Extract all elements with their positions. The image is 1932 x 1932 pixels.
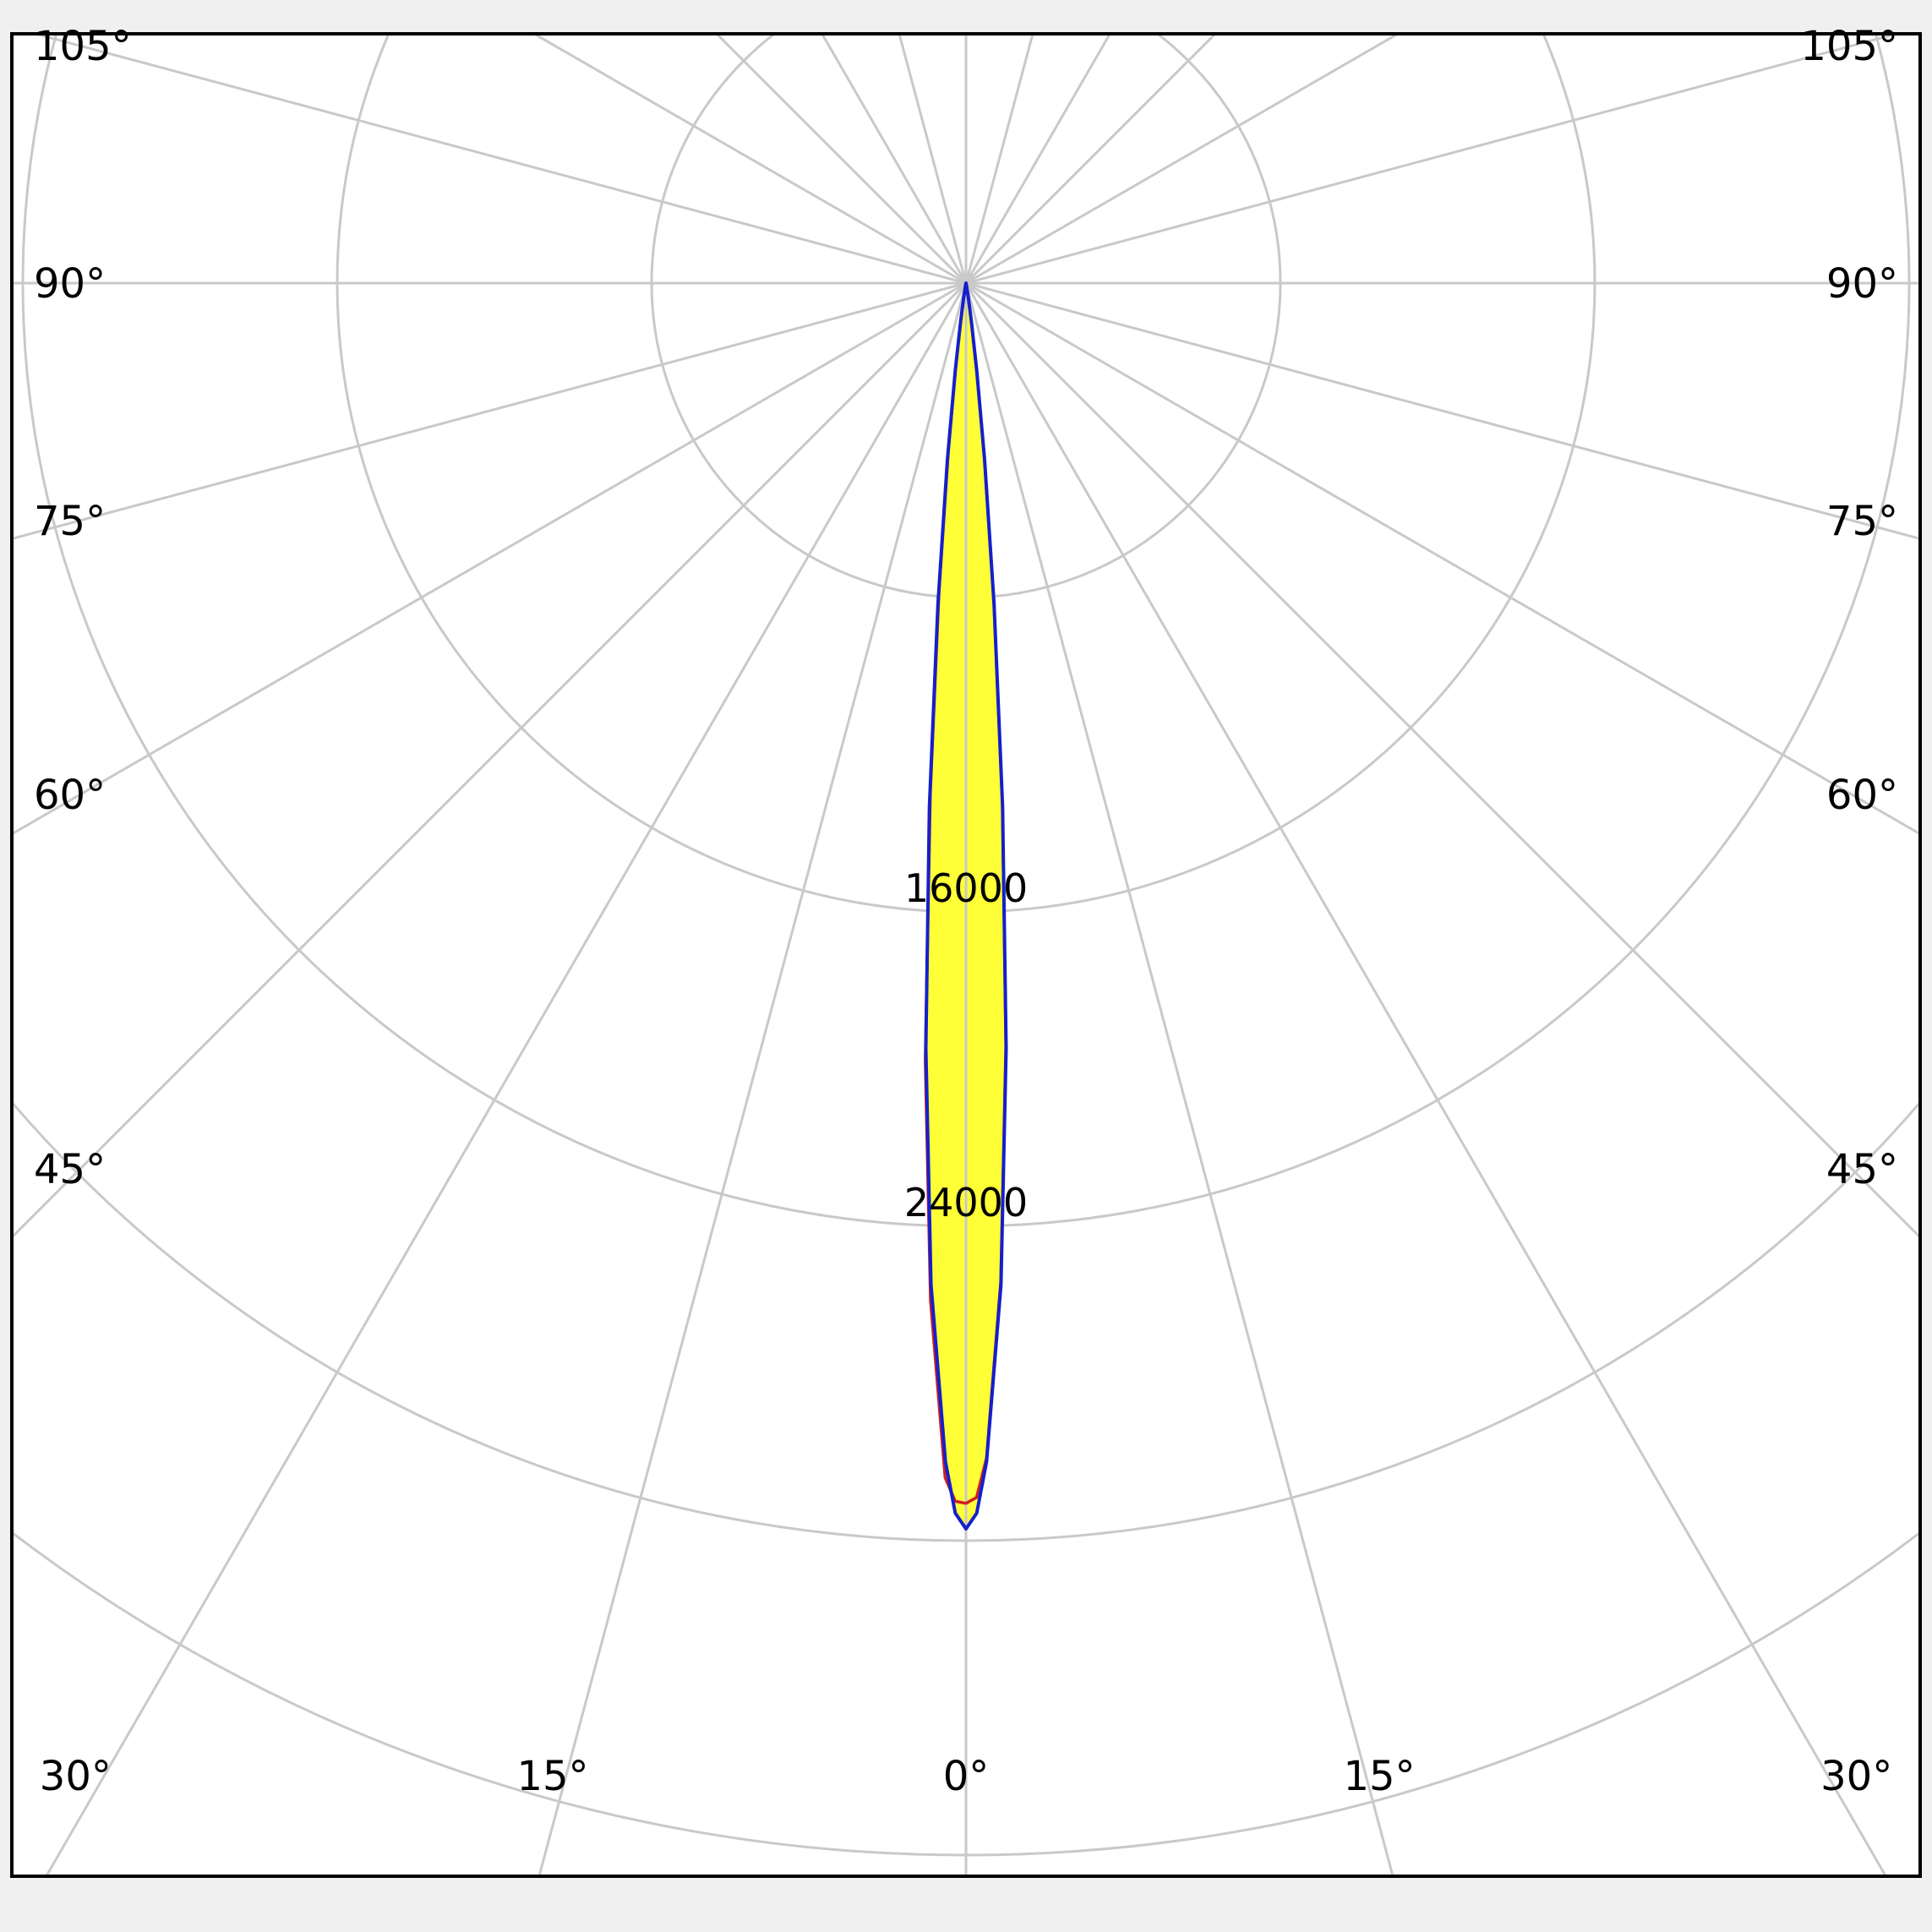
- curve-c0-c180: [924, 281, 1008, 1531]
- grid-ray: [534, 35, 967, 285]
- angle-label-left: 45°: [34, 1146, 106, 1193]
- grid-ray: [965, 35, 1896, 285]
- grid-ray: [965, 281, 1918, 835]
- radial-label: 24000: [904, 1180, 1028, 1225]
- angle-label-right: 105°: [1800, 23, 1898, 70]
- angle-label-bottom: 0°: [943, 1753, 990, 1800]
- angle-label-left: 60°: [34, 772, 106, 819]
- labels: 105° 105° 90° 90° 75° 75° 60° 60° 45° 45° 30° 30° 15…: [34, 23, 1898, 1800]
- angle-label-left: 105°: [34, 23, 132, 70]
- grid-ray: [964, 282, 1394, 1875]
- grid-ray: [36, 35, 967, 285]
- angle-label-right: 45°: [1826, 1146, 1898, 1193]
- grid-ray: [964, 281, 1918, 1238]
- grid-ray: [964, 282, 1886, 1875]
- grid-ray: [965, 281, 1918, 540]
- angle-label-left: 75°: [34, 498, 106, 545]
- beam-group: [924, 281, 1008, 1875]
- angle-label-bottom-right: 15°: [1343, 1753, 1415, 1800]
- angle-label-bottom-left: 15°: [516, 1753, 588, 1800]
- grid-ray: [965, 35, 1398, 285]
- grid-ray: [46, 282, 968, 1875]
- grid-ray: [538, 282, 968, 1875]
- grid-ray: [14, 281, 968, 1238]
- grid-ray: [14, 281, 967, 835]
- angle-label-right: 60°: [1826, 772, 1898, 819]
- angle-label-bottom-left: 30°: [40, 1753, 112, 1800]
- radial-label: 16000: [904, 865, 1028, 911]
- angle-label-right: 90°: [1826, 260, 1898, 308]
- grid-ray: [14, 281, 967, 540]
- angle-label-left: 90°: [34, 260, 106, 308]
- angle-label-right: 75°: [1826, 498, 1898, 545]
- angle-label-bottom-right: 30°: [1820, 1753, 1892, 1800]
